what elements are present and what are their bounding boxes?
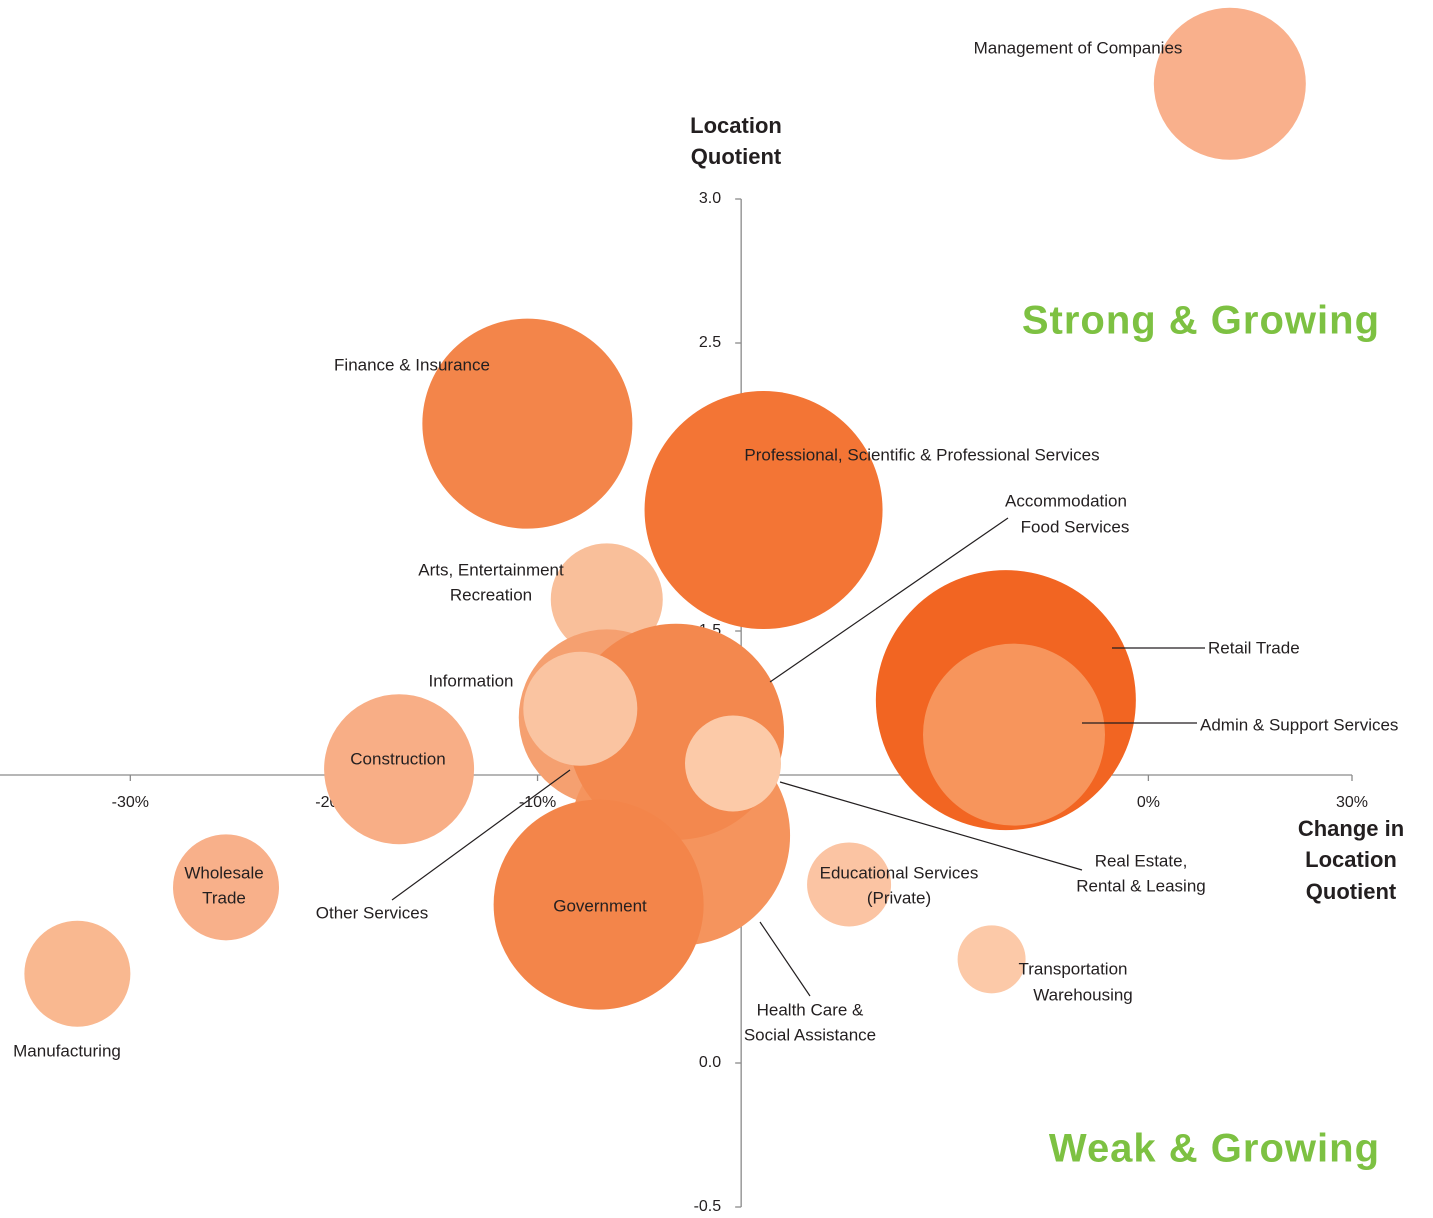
- bubble-label: Manufacturing: [13, 1041, 121, 1060]
- bubble-label: Information: [428, 671, 513, 690]
- bubble: [807, 842, 892, 927]
- bubble: [923, 643, 1105, 826]
- bubble: [685, 715, 782, 812]
- bubble-label: Government: [553, 896, 647, 915]
- bubble-label: Admin & Support Services: [1200, 715, 1398, 734]
- quadrant-label: Weak & Growing: [1049, 1127, 1380, 1171]
- bubble-label: (Private): [867, 888, 931, 907]
- bubble-label: Real Estate,: [1095, 851, 1188, 870]
- leader-line: [759, 921, 811, 997]
- bubble-label: Finance & Insurance: [334, 355, 490, 374]
- bubble-label: Retail Trade: [1208, 638, 1300, 657]
- x-tick-label: -30%: [112, 794, 149, 811]
- bubble-label: Accommodation: [1005, 491, 1127, 510]
- bubble: [422, 318, 633, 529]
- leader-line: [769, 517, 1009, 683]
- bubble-label: Construction: [350, 749, 445, 768]
- leader-line: [391, 769, 571, 901]
- y-axis-title: Location: [690, 113, 782, 138]
- x-axis-title: Change in: [1298, 816, 1404, 841]
- bubble-label: Social Assistance: [744, 1025, 876, 1044]
- bubble-label: Trade: [202, 888, 246, 907]
- bubble-label: Other Services: [316, 903, 428, 922]
- bubble: [550, 543, 663, 656]
- bubble: [957, 925, 1026, 994]
- bubble-label: Wholesale: [184, 863, 263, 882]
- bubble-label: Educational Services: [820, 863, 979, 882]
- bubble-label: Transportation: [1019, 959, 1128, 978]
- x-tick-label: 30%: [1336, 794, 1368, 811]
- bubble: [523, 651, 638, 766]
- y-tick-label: -0.5: [694, 1198, 722, 1215]
- bubble: [173, 834, 280, 941]
- bubble: [644, 391, 883, 630]
- quadrant-label: Strong & Growing: [1022, 299, 1380, 343]
- leader-line: [779, 781, 1083, 871]
- bubble: [324, 694, 475, 845]
- y-tick-label: 0.0: [699, 1054, 721, 1071]
- bubble-label: Recreation: [450, 585, 532, 604]
- bubble-label: Arts, Entertainment: [418, 560, 564, 579]
- bubble-label: Warehousing: [1033, 985, 1133, 1004]
- bubble: [24, 920, 131, 1027]
- bubble-label: Health Care &: [757, 1000, 864, 1019]
- bubble-label: Food Services: [1021, 517, 1130, 536]
- x-axis-title: Quotient: [1306, 879, 1397, 904]
- bubble-label: Management of Companies: [974, 38, 1183, 57]
- bubble-label: Rental & Leasing: [1076, 876, 1205, 895]
- x-tick-label: -10%: [519, 794, 556, 811]
- bubble-label: Professional, Scientific & Professional …: [744, 445, 1099, 464]
- bubble: [493, 799, 704, 1010]
- x-tick-label: 0%: [1137, 794, 1160, 811]
- bubble: [1153, 7, 1306, 160]
- y-tick-label: 2.5: [699, 334, 721, 351]
- y-tick-label: 3.0: [699, 190, 721, 207]
- y-axis-title: Quotient: [691, 144, 782, 169]
- x-axis-title: Location: [1305, 847, 1397, 872]
